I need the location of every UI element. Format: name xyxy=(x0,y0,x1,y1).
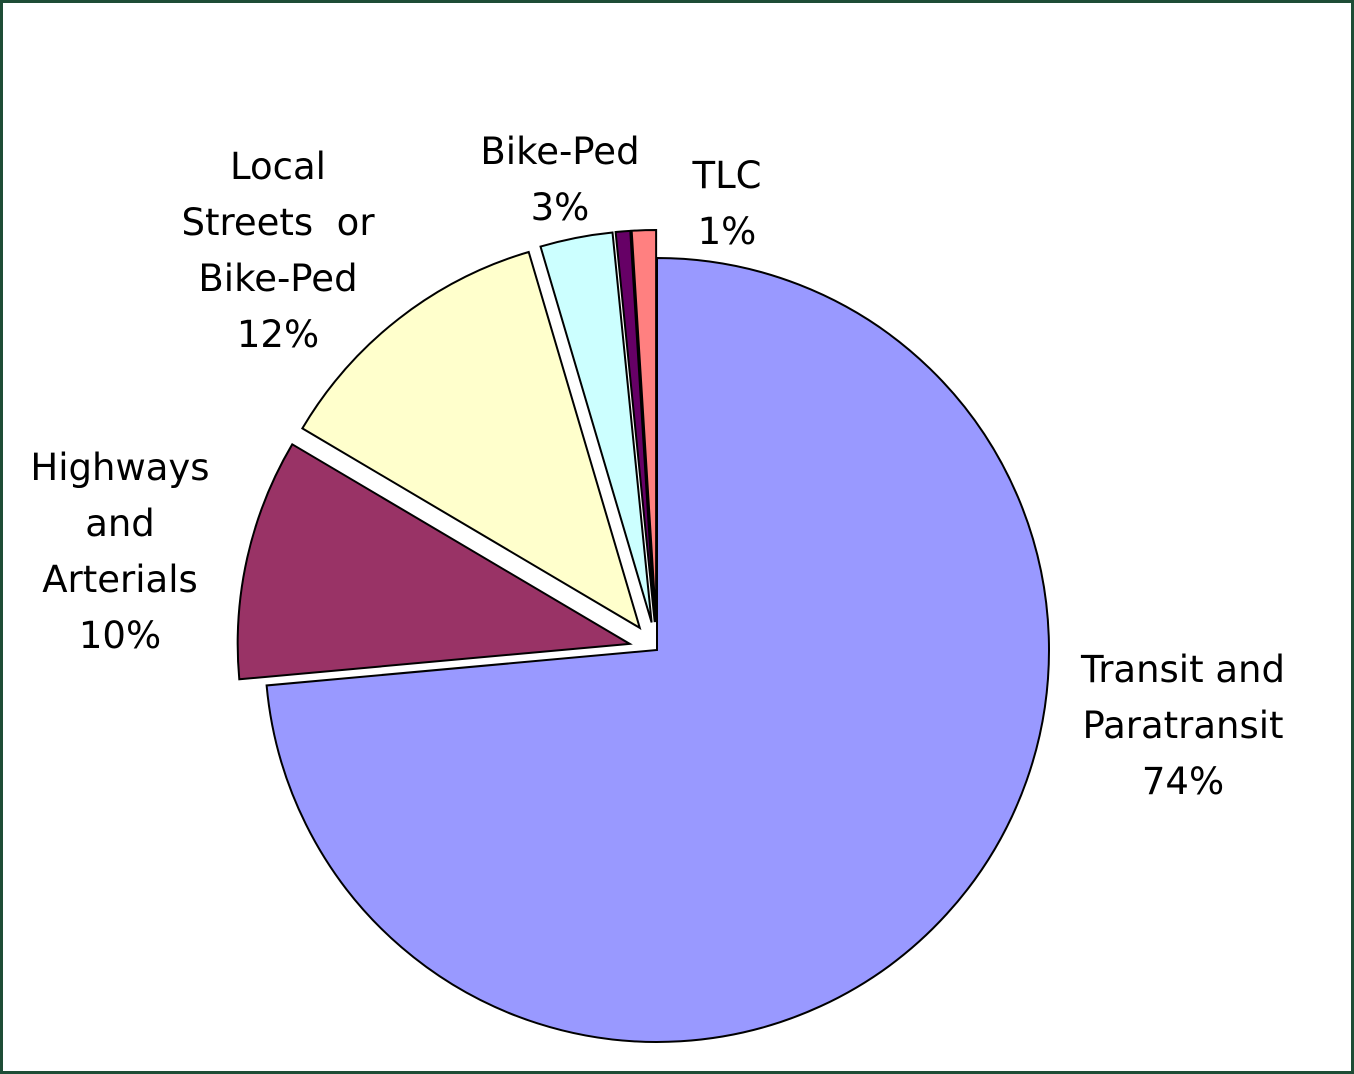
slice-label: Highways and Arterials xyxy=(30,446,209,601)
slice-label: Local Streets or Bike-Ped xyxy=(181,145,375,300)
value-label: 3% xyxy=(531,186,590,229)
value-label: 12% xyxy=(237,313,319,356)
pie-slice xyxy=(630,229,658,623)
slice-label: TLC xyxy=(691,154,761,197)
value-label: 74% xyxy=(1142,760,1224,803)
value-label: 1% xyxy=(698,210,757,253)
pie-slice xyxy=(539,231,653,623)
slice-label: Bike-Ped xyxy=(480,130,639,173)
value-label: 10% xyxy=(79,614,161,657)
pie-slice xyxy=(236,442,633,681)
slice-label: Transit and Paratransit xyxy=(1080,648,1285,747)
pie-slice xyxy=(265,256,1050,1043)
pie-slice xyxy=(300,250,642,631)
pie-slice xyxy=(614,229,656,623)
